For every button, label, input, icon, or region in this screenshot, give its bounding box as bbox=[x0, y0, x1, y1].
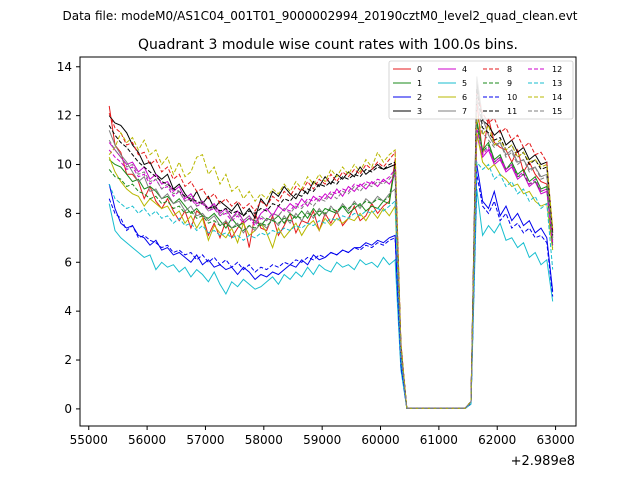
y-tick-label: 12 bbox=[57, 109, 72, 123]
y-tick-label: 8 bbox=[64, 206, 72, 220]
x-offset-label: +2.989e8 bbox=[511, 454, 575, 469]
legend-label: 7 bbox=[462, 107, 467, 116]
legend-frame bbox=[388, 60, 574, 120]
series-line-14 bbox=[108, 115, 554, 409]
x-tick-label: 58000 bbox=[245, 433, 283, 447]
legend-label: 8 bbox=[507, 65, 512, 74]
y-tick-label: 0 bbox=[64, 402, 72, 416]
legend-label: 0 bbox=[417, 65, 422, 74]
series-line-10 bbox=[108, 174, 554, 409]
legend-label: 1 bbox=[417, 79, 422, 88]
x-tick-label: 57000 bbox=[186, 433, 224, 447]
legend-label: 10 bbox=[507, 93, 517, 102]
y-tick-label: 10 bbox=[57, 158, 72, 172]
chart-title: Quadrant 3 module wise count rates with … bbox=[138, 37, 518, 53]
series-line-12 bbox=[108, 127, 554, 409]
series-line-9 bbox=[108, 125, 554, 409]
y-tick-label: 4 bbox=[64, 304, 72, 318]
x-tick-label: 59000 bbox=[303, 433, 341, 447]
x-tick-label: 63000 bbox=[536, 433, 574, 447]
legend-label: 9 bbox=[507, 79, 512, 88]
legend-label: 13 bbox=[552, 79, 562, 88]
legend-label: 2 bbox=[417, 93, 422, 102]
legend-label: 6 bbox=[462, 93, 467, 102]
series-line-6 bbox=[108, 132, 554, 409]
series-line-11 bbox=[108, 88, 554, 409]
legend-label: 5 bbox=[462, 79, 467, 88]
x-axis: 55000 56000 57000 58000 59000 60000 61000 62000… bbox=[70, 426, 575, 447]
series-line-1 bbox=[108, 120, 554, 409]
legend-label: 11 bbox=[507, 107, 517, 116]
series-line-13 bbox=[108, 160, 554, 409]
y-tick-label: 6 bbox=[64, 255, 72, 269]
x-tick-label: 62000 bbox=[478, 433, 516, 447]
series-line-5 bbox=[108, 188, 554, 409]
legend-label: 4 bbox=[462, 65, 467, 74]
legend-label: 15 bbox=[552, 107, 562, 116]
figure-suptitle: Data file: modeM0/AS1C04_001T01_90000029… bbox=[62, 9, 577, 23]
x-tick-label: 61000 bbox=[420, 433, 458, 447]
y-tick-label: 14 bbox=[57, 60, 72, 74]
x-tick-label: 55000 bbox=[70, 433, 108, 447]
x-tick-label: 56000 bbox=[128, 433, 166, 447]
x-tick-label: 60000 bbox=[361, 433, 399, 447]
legend-label: 3 bbox=[417, 107, 422, 116]
legend-label: 14 bbox=[552, 93, 562, 102]
plot-frame bbox=[79, 56, 577, 427]
legend-label: 12 bbox=[552, 65, 562, 74]
y-axis: 0 2 4 6 8 10 12 14 bbox=[57, 60, 80, 416]
y-tick-label: 2 bbox=[64, 353, 72, 367]
